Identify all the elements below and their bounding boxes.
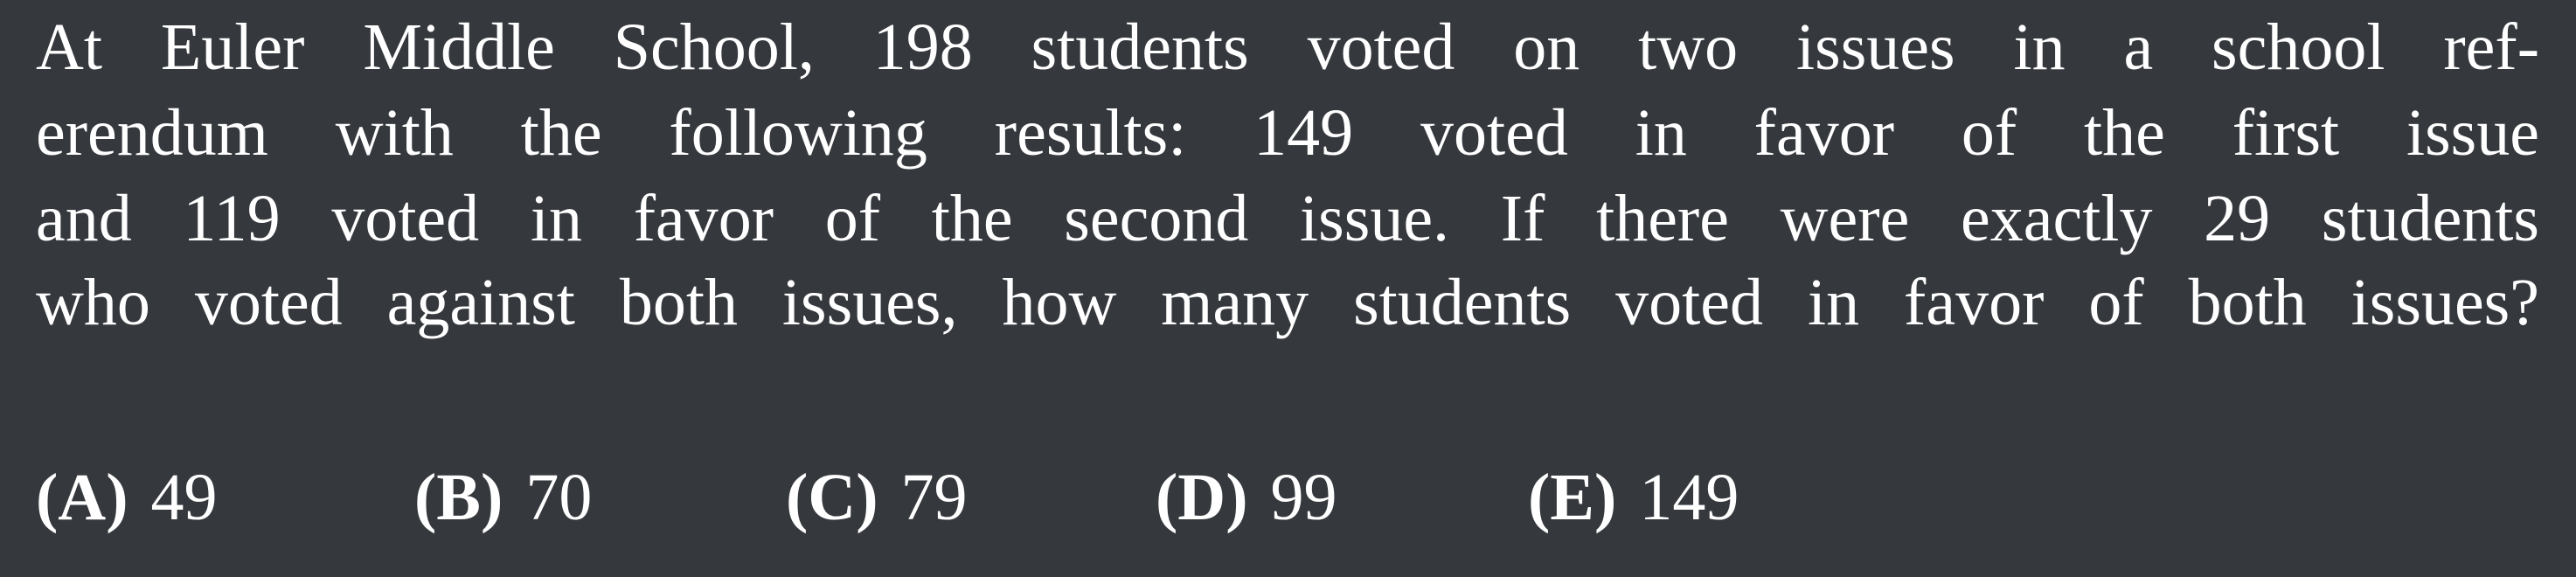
choice-letter: (B) — [414, 461, 503, 534]
answer-choice: (E) 149 — [1528, 455, 1739, 540]
answer-choice: (C) 79 — [786, 455, 968, 540]
choice-letter: (A) — [36, 461, 128, 534]
problem-line: erendum with the following results: 149 … — [36, 96, 2539, 170]
problem-line: At Euler Middle School, 198 students vot… — [36, 10, 2539, 84]
answer-choice: (D) 99 — [1156, 455, 1337, 540]
choice-value: 70 — [525, 461, 593, 534]
choice-value: 79 — [900, 461, 968, 534]
problem-line: who voted against both issues, how many … — [36, 266, 2539, 339]
answer-choice: (A) 49 — [36, 455, 218, 540]
choice-letter: (E) — [1528, 461, 1617, 534]
choice-value: 99 — [1270, 461, 1337, 534]
answer-choice: (B) 70 — [414, 455, 592, 540]
choice-letter: (D) — [1156, 461, 1248, 534]
problem-line: and 119 voted in favor of the second iss… — [36, 182, 2539, 255]
choice-value: 149 — [1639, 461, 1739, 534]
choice-value: 49 — [150, 461, 218, 534]
choice-letter: (C) — [786, 461, 878, 534]
